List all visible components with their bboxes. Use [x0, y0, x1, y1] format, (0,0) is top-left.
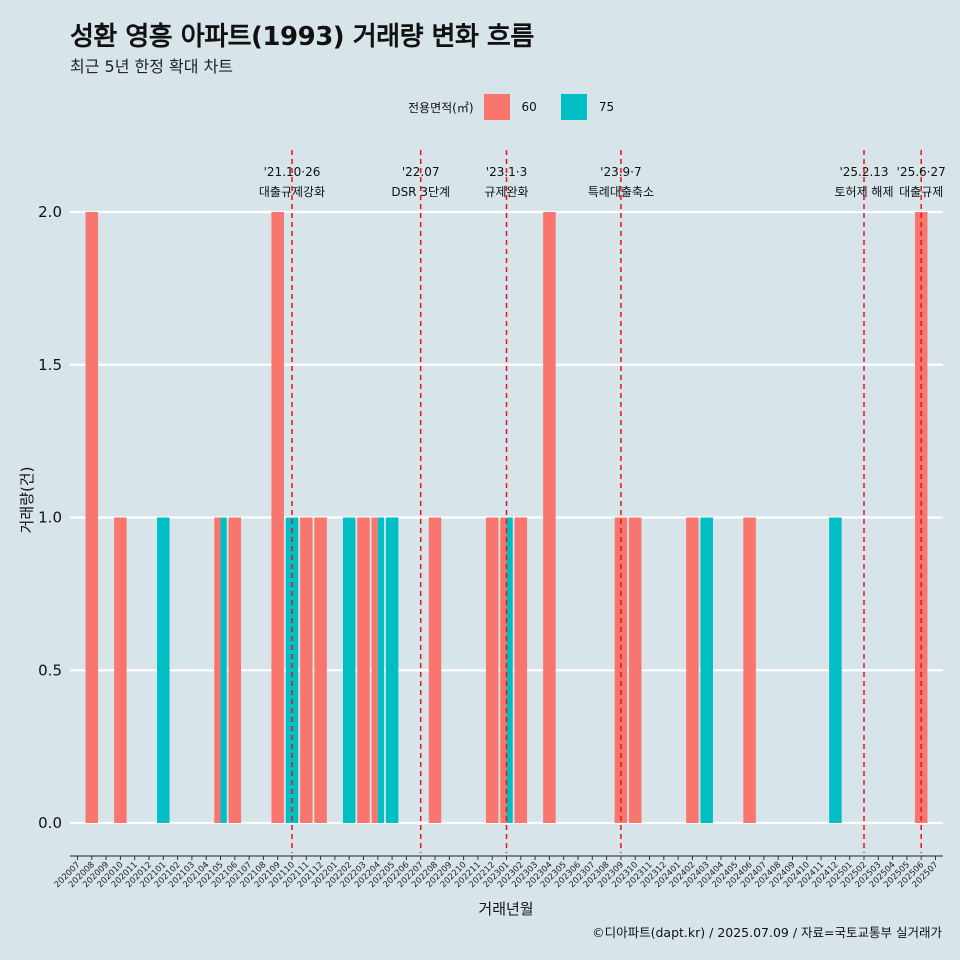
policy-event-label: 대출규제 — [899, 185, 943, 199]
policy-date-label: '25.6·27 — [897, 165, 946, 179]
policy-date-label: '23.1·3 — [486, 165, 527, 179]
bar-60-202111 — [300, 517, 313, 823]
bar-75-202202 — [342, 517, 356, 823]
policy-date-label: '22.07 — [402, 165, 440, 179]
bar-75-202403 — [700, 517, 713, 823]
bar-60-202506 — [914, 212, 928, 823]
source-caption: ©디아파트(dapt.kr) / 2025.07.09 / 자료=국토교통부 실… — [592, 925, 942, 940]
legend-title: 전용면적(㎡) — [408, 100, 474, 115]
policy-event-label: 규제완화 — [484, 185, 528, 199]
x-axis-title: 거래년월 — [478, 900, 533, 918]
bar-60-202105 — [214, 517, 221, 823]
bar-75-202110 — [285, 517, 299, 823]
legend-key-75 — [560, 94, 587, 120]
legend-key-60 — [483, 94, 510, 120]
bar-75-202101 — [157, 517, 170, 823]
policy-date-label: '21.10·26 — [264, 165, 321, 179]
y-tick-label: 1.0 — [38, 509, 62, 527]
bar-75-202105 — [220, 517, 227, 823]
y-axis-title: 거래량(건) — [18, 467, 36, 534]
legend: 전용면적(㎡) 60 75 — [408, 92, 638, 122]
bar-60-202109 — [271, 212, 284, 823]
chart-title: 성환 영흥 아파트(1993) 거래량 변화 흐름 — [70, 22, 534, 52]
policy-event-label: 토허제 해제 — [834, 185, 893, 199]
legend-label-60: 60 — [521, 100, 537, 114]
bar-75-202205 — [385, 517, 399, 823]
bar-75-202412 — [829, 517, 842, 823]
policy-event-label: 특례대출축소 — [588, 185, 654, 199]
bar-60-202212 — [485, 517, 499, 823]
bar-60-202301 — [500, 517, 507, 823]
bar-75-202301 — [506, 517, 513, 823]
bar-60-202406 — [743, 517, 756, 823]
y-tick-label: 2.0 — [38, 203, 62, 221]
y-tick-label: 0.5 — [38, 661, 62, 679]
bar-60-202106 — [228, 517, 242, 823]
bar-60-202304 — [543, 212, 556, 823]
bar-60-202008 — [85, 212, 99, 823]
chart-subtitle: 최근 5년 한정 확대 차트 — [70, 57, 234, 76]
y-tick-label: 0.0 — [38, 814, 62, 832]
bar-60-202112 — [314, 517, 327, 823]
bar-60-202203 — [357, 517, 370, 823]
y-tick-label: 1.5 — [38, 356, 62, 374]
bar-60-202010 — [114, 517, 127, 823]
bar-60-202310 — [628, 517, 642, 823]
bar-60-202309 — [614, 517, 628, 823]
policy-event-label: 대출규제강화 — [259, 185, 325, 199]
bar-75-202204 — [377, 517, 385, 823]
policy-date-label: '25.2.13 — [839, 165, 888, 179]
bar-60-202204 — [371, 517, 378, 823]
bar-60-202208 — [428, 517, 442, 823]
policy-date-label: '23.9·7 — [600, 165, 641, 179]
legend-label-75: 75 — [598, 100, 615, 114]
bar-60-202302 — [514, 517, 528, 823]
policy-event-label: DSR 3단계 — [391, 185, 450, 199]
bar-60-202402 — [686, 517, 699, 823]
